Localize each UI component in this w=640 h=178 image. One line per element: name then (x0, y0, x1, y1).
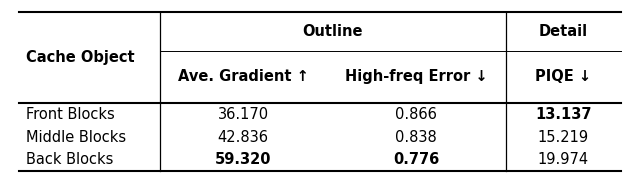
Text: PIQE ↓: PIQE ↓ (535, 69, 591, 85)
Text: 0.838: 0.838 (395, 130, 437, 145)
Text: 42.836: 42.836 (218, 130, 269, 145)
Text: Detail: Detail (539, 24, 588, 39)
Text: Back Blocks: Back Blocks (26, 152, 113, 167)
Text: Ave. Gradient ↑: Ave. Gradient ↑ (178, 69, 308, 85)
Text: Outline: Outline (303, 24, 363, 39)
Text: 0.776: 0.776 (393, 152, 439, 167)
Text: 15.219: 15.219 (538, 130, 589, 145)
Text: 36.170: 36.170 (218, 107, 269, 122)
Text: Middle Blocks: Middle Blocks (26, 130, 125, 145)
Text: Cache Object: Cache Object (26, 50, 134, 65)
Text: 59.320: 59.320 (215, 152, 271, 167)
Text: 0.866: 0.866 (395, 107, 437, 122)
Text: High-freq Error ↓: High-freq Error ↓ (345, 69, 487, 85)
Text: 19.974: 19.974 (538, 152, 589, 167)
Text: Front Blocks: Front Blocks (26, 107, 115, 122)
Text: 13.137: 13.137 (535, 107, 591, 122)
